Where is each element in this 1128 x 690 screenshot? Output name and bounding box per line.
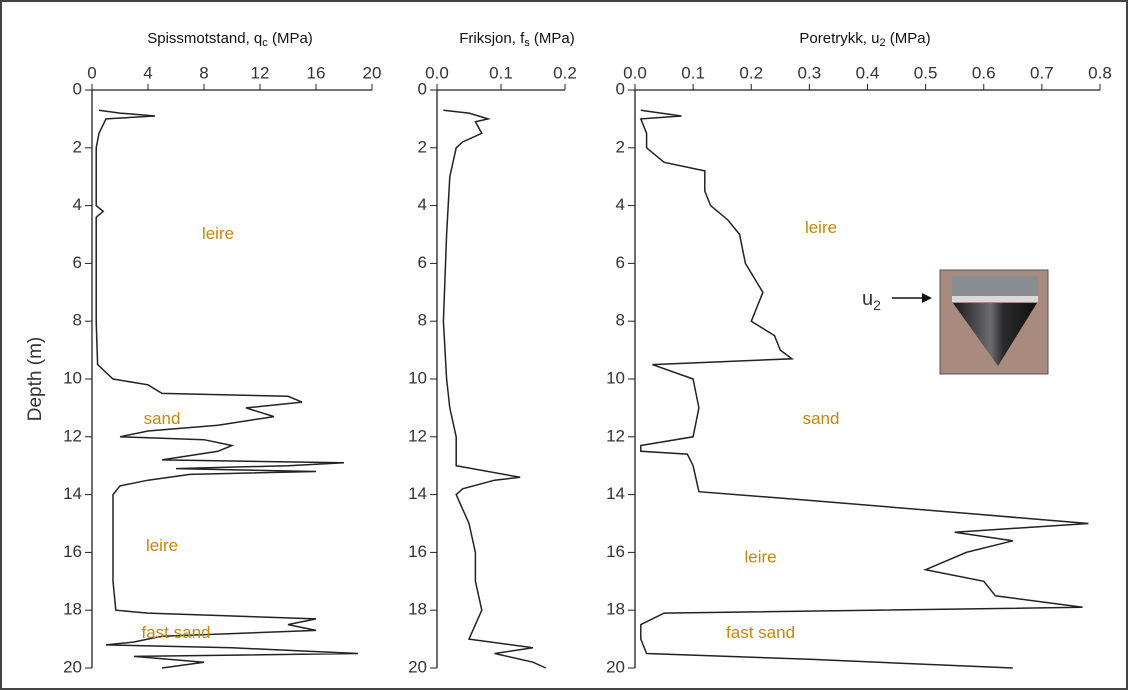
title-part: (MPa) [886,30,931,47]
panel-title: Friksjon, fs (MPa) [459,30,575,49]
y-tick-label: 16 [408,542,427,561]
profile-line [95,109,359,669]
layer-label: sand [803,409,840,428]
y-tick-label: 2 [616,137,625,156]
y-tick-label: 0 [418,79,427,98]
y-tick-label: 10 [606,368,625,387]
y-tick-label: 2 [418,137,427,156]
layer-label: sand [144,409,181,428]
y-tick-label: 8 [418,311,427,330]
title-part: c [262,37,268,49]
y-tick-label: 6 [616,253,625,272]
title-box [124,22,336,54]
y-tick-label: 20 [606,657,625,676]
title-box [736,22,994,54]
profile-line [639,109,1089,669]
x-tick-label: 0.1 [489,63,513,82]
x-tick-label: 0 [87,63,96,82]
title-part: Poretrykk, u [799,30,879,47]
title-part: (MPa) [530,30,575,47]
y-tick-label: 20 [63,657,82,676]
x-tick-label: 16 [307,63,326,82]
y-tick-label: 16 [63,542,82,561]
y-tick-label: 14 [408,484,427,503]
y-tick-label: 16 [606,542,625,561]
panel-title: Poretrykk, u2 (MPa) [799,30,930,49]
panel-title: Spissmotstand, qc (MPa) [147,30,313,49]
x-tick-label: 0.5 [914,63,938,82]
title-part: s [524,37,530,49]
y-tick-label: 18 [606,600,625,619]
layer-label: leire [805,218,837,237]
y-tick-label: 4 [418,195,427,214]
x-tick-label: 0.0 [425,63,449,82]
y-tick-label: 0 [616,79,625,98]
y-tick-label: 12 [606,426,625,445]
layer-label: fast sand [142,623,211,642]
layer-label: leire [202,224,234,243]
photo-label: u2 [862,288,881,312]
x-tick-label: 12 [251,63,270,82]
layer-label: fast sand [726,623,795,642]
x-tick-label: 0.7 [1030,63,1054,82]
y-tick-label: 14 [606,484,625,503]
y-tick-label: 10 [63,368,82,387]
y-tick-label: 6 [418,253,427,272]
y-tick-label: 8 [73,311,82,330]
x-tick-label: 4 [143,63,152,82]
photo: u2 [862,269,1049,375]
x-tick-label: 20 [363,63,382,82]
photo-label-sub: 2 [873,297,881,313]
title-part: 2 [879,37,885,49]
x-tick-label: 0.1 [681,63,705,82]
title-part: Spissmotstand, q [147,30,262,47]
layer-label: leire [146,536,178,555]
y-tick-label: 12 [63,426,82,445]
y-tick-label: 2 [73,137,82,156]
y-tick-label: 12 [408,426,427,445]
y-tick-label: 18 [63,600,82,619]
x-tick-label: 8 [199,63,208,82]
title-part: (MPa) [268,30,313,47]
photo-label-main: u [862,288,873,310]
y-tick-label: 8 [616,311,625,330]
x-tick-label: 0.0 [623,63,647,82]
y-tick-label: 10 [408,368,427,387]
x-tick-label: 0.2 [739,63,763,82]
layer-label: leire [744,548,776,567]
y-tick-label: 20 [408,657,427,676]
y-tick-label: 4 [73,195,82,214]
title-box [408,22,626,54]
y-axis-label: Depth (m) [25,337,46,421]
title-part: Friksjon, f [459,30,525,47]
x-tick-label: 0.6 [972,63,996,82]
x-tick-label: 0.2 [553,63,577,82]
y-tick-label: 6 [73,253,82,272]
y-tick-label: 4 [616,195,625,214]
x-tick-label: 0.3 [798,63,822,82]
x-tick-label: 0.8 [1088,63,1112,82]
y-tick-label: 18 [408,600,427,619]
y-tick-label: 0 [73,79,82,98]
y-tick-label: 14 [63,484,82,503]
x-tick-label: 0.4 [856,63,880,82]
profile-line [442,109,547,669]
